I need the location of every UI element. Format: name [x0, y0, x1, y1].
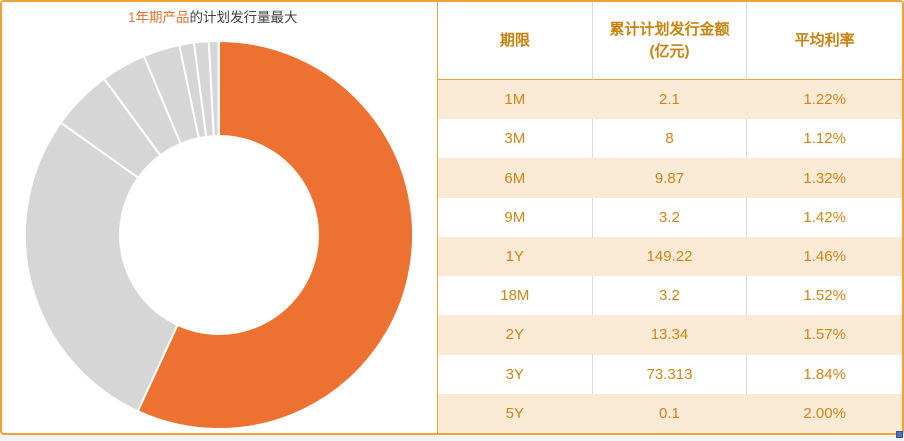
- col-header-amount: 累计计划发行金额 (亿元): [592, 2, 748, 80]
- term-cell: 18M: [438, 276, 593, 316]
- table-row: 3Y 73.313 1.84%: [438, 354, 902, 394]
- pie-slice-1Y: [136, 39, 414, 431]
- term-cell: 1M: [438, 80, 593, 120]
- table-row: 6M 9.87 1.32%: [438, 158, 902, 198]
- donut-chart-panel: 1年期产品的计划发行量最大: [2, 2, 437, 433]
- amount-cell: 13.34: [592, 315, 748, 355]
- rate-cell: 1.42%: [747, 197, 902, 237]
- rates-table-panel: 期限 累计计划发行金额 (亿元) 平均利率 1M 2.1 1.22% 3M 8 …: [437, 2, 902, 433]
- rates-table: 期限 累计计划发行金额 (亿元) 平均利率 1M 2.1 1.22% 3M 8 …: [438, 2, 902, 433]
- term-cell: 3Y: [438, 354, 593, 394]
- table-row: 1M 2.1 1.22%: [438, 80, 902, 120]
- amount-cell: 9.87: [592, 158, 748, 198]
- rate-cell: 2.00%: [747, 393, 902, 433]
- amount-cell: 3.2: [592, 197, 748, 237]
- rate-cell: 1.12%: [747, 119, 902, 159]
- donut-chart: [24, 39, 414, 431]
- rate-cell: 1.57%: [747, 315, 902, 355]
- rate-cell: 1.46%: [747, 236, 902, 277]
- term-cell: 9M: [438, 197, 593, 237]
- table-header-row: 期限 累计计划发行金额 (亿元) 平均利率: [438, 2, 902, 80]
- chart-title: 1年期产品的计划发行量最大: [128, 9, 298, 27]
- table-row: 5Y 0.1 2.00%: [438, 393, 902, 433]
- rate-cell: 1.32%: [747, 158, 902, 198]
- term-cell: 5Y: [438, 393, 593, 433]
- col-header-term: 期限: [438, 2, 593, 80]
- table-row: 18M 3.2 1.52%: [438, 276, 902, 316]
- amount-cell: 149.22: [592, 236, 748, 277]
- amount-cell: 8: [592, 119, 748, 159]
- table-row: 9M 3.2 1.42%: [438, 197, 902, 237]
- amount-cell: 73.313: [592, 354, 748, 394]
- term-cell: 2Y: [438, 315, 593, 355]
- rate-cell: 1.84%: [747, 354, 902, 394]
- term-cell: 3M: [438, 119, 593, 159]
- rate-cell: 1.52%: [747, 276, 902, 316]
- amount-cell: 2.1: [592, 80, 748, 120]
- rate-cell: 1.22%: [747, 80, 902, 120]
- table-row: 2Y 13.34 1.57%: [438, 315, 902, 355]
- pie-slice-3Y: [24, 121, 179, 413]
- col-header-rate: 平均利率: [747, 2, 902, 80]
- term-cell: 1Y: [438, 236, 593, 277]
- chart-title-highlight: 1年期产品: [128, 10, 190, 25]
- resize-handle[interactable]: [896, 431, 903, 438]
- amount-cell: 3.2: [592, 276, 748, 316]
- table-row: 1Y 149.22 1.46%: [438, 236, 902, 277]
- amount-cell: 0.1: [592, 393, 748, 433]
- chart-title-rest: 的计划发行量最大: [189, 10, 298, 25]
- term-cell: 6M: [438, 158, 593, 198]
- table-row: 3M 8 1.12%: [438, 119, 902, 159]
